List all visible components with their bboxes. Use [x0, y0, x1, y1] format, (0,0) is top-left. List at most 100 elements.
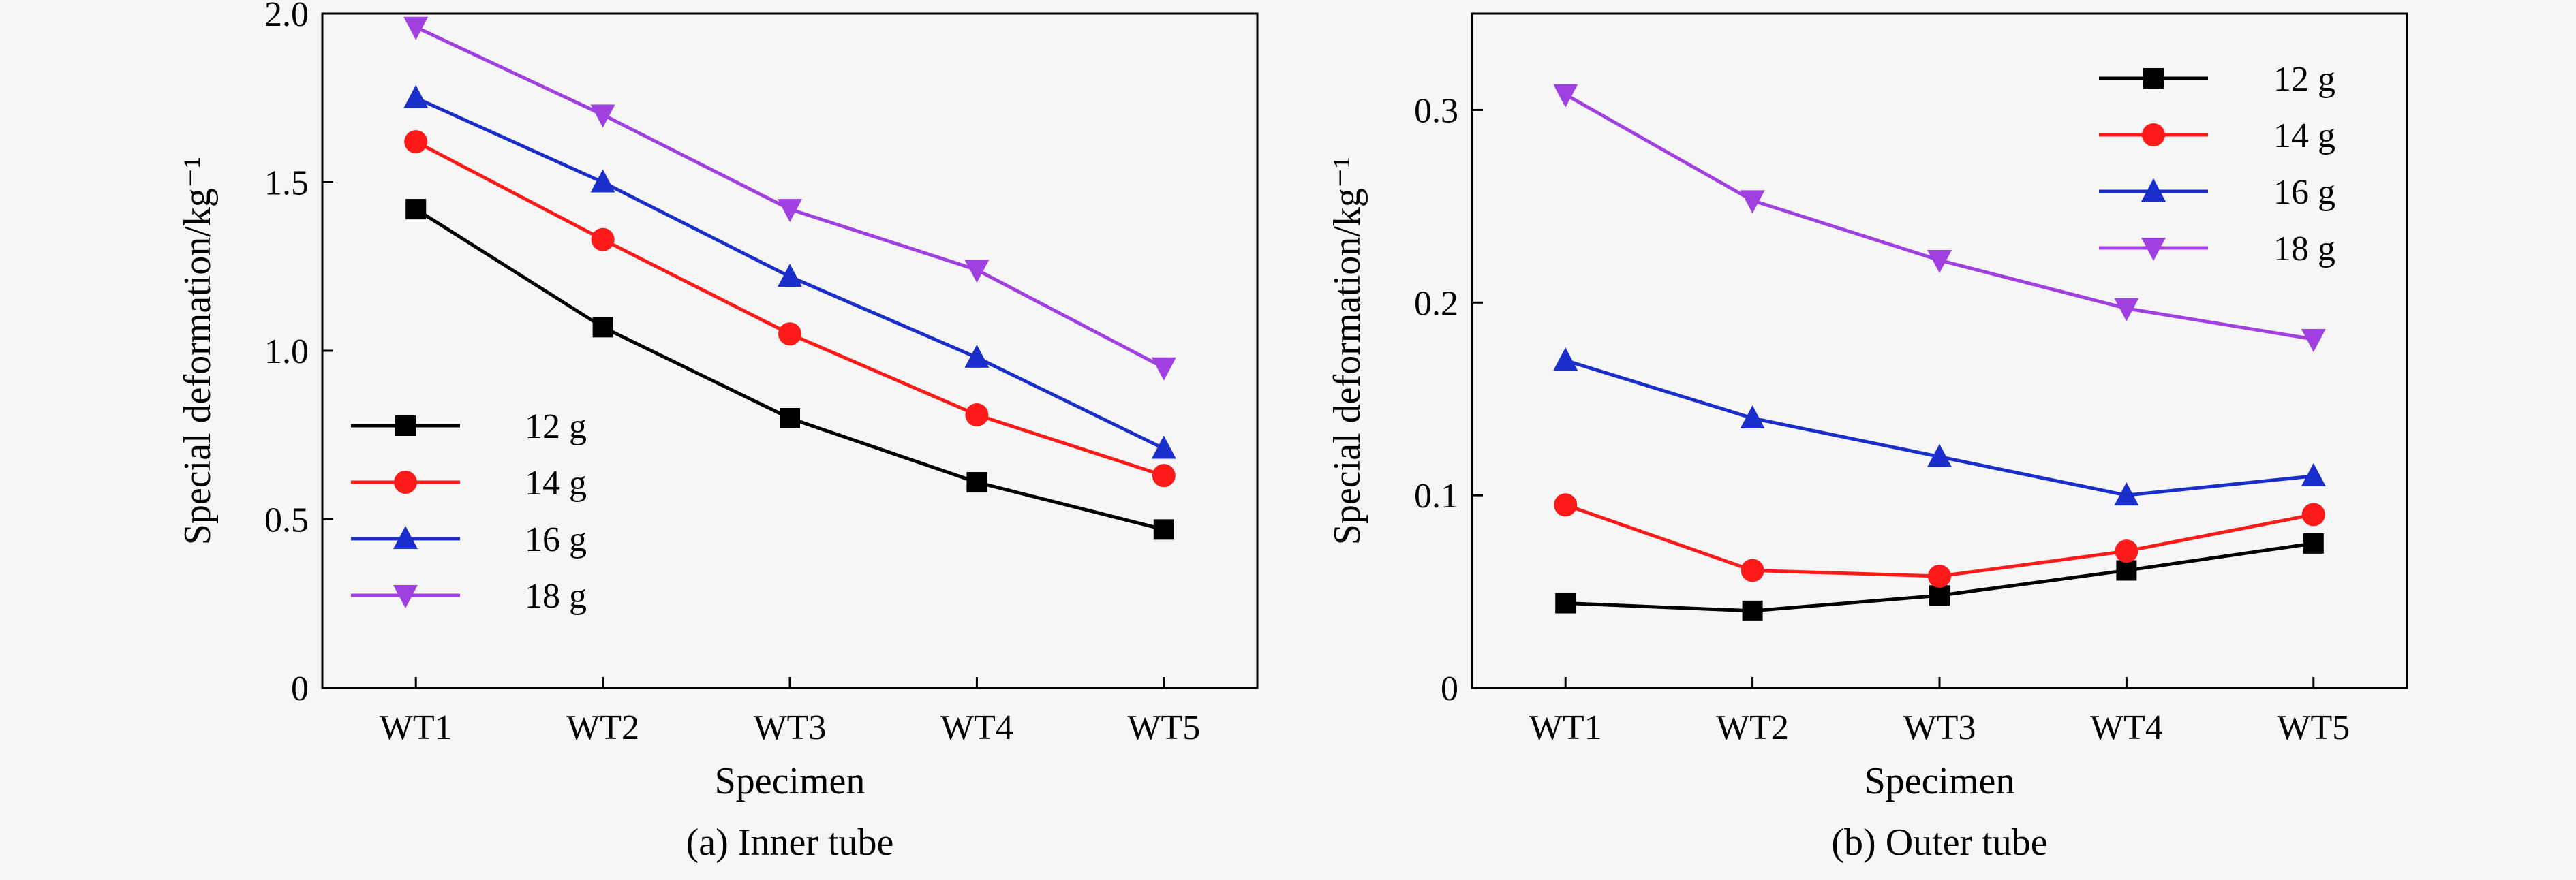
data-point	[405, 199, 427, 220]
data-point	[590, 169, 615, 193]
data-point	[403, 16, 429, 40]
panel-caption: (a) Inner tube	[686, 821, 894, 864]
series-line	[1565, 358, 2314, 497]
data-point	[592, 317, 613, 338]
data-point	[2114, 482, 2139, 506]
legend-label: 18 g	[525, 577, 587, 616]
y-axis-title: Special deformation/kg⁻¹	[1326, 157, 1368, 545]
legend-entry: 14 g	[351, 464, 587, 503]
legend-label: 14 g	[525, 464, 587, 503]
y-tick-label: 1.5	[264, 164, 309, 203]
legend-entry: 12 g	[2099, 60, 2335, 99]
data-point	[1740, 405, 1765, 428]
data-point	[1151, 435, 1176, 459]
data-point	[1741, 559, 1764, 582]
panel-0: 0 0.5 1.0 1.5 2.0 WT1 WT2 WT3 WT4 WT5 Specimen Spec…	[177, 0, 1259, 864]
x-axis-title: Specimen	[715, 760, 865, 802]
legend-marker	[394, 471, 417, 494]
data-point	[403, 84, 429, 108]
x-tick-label: WT2	[1716, 708, 1789, 747]
legend-label: 16 g	[525, 520, 587, 559]
data-point	[1927, 443, 1952, 467]
data-point	[778, 199, 802, 223]
legend-marker	[2141, 178, 2166, 202]
data-point	[965, 403, 989, 427]
y-tick-label: 0	[1441, 670, 1458, 708]
data-point	[2301, 503, 2325, 527]
y-tick-label: 1.0	[264, 332, 309, 371]
data-point	[1555, 593, 1576, 614]
series-3	[403, 16, 1176, 381]
y-tick-label: 0.2	[1414, 284, 1458, 323]
series-0	[405, 199, 1174, 540]
legend-entry: 14 g	[2099, 116, 2335, 155]
legend-marker	[2143, 68, 2164, 89]
data-point	[1928, 564, 1951, 588]
data-point	[591, 227, 615, 251]
x-tick-label: WT2	[566, 708, 639, 747]
data-point	[1554, 493, 1578, 517]
panel-caption: (b) Outer tube	[1831, 821, 2047, 864]
data-point	[780, 408, 800, 428]
data-point	[778, 264, 802, 287]
data-point	[1153, 519, 1174, 540]
series-1	[404, 130, 1176, 488]
legend-label: 12 g	[2273, 60, 2335, 99]
x-axis-title: Specimen	[1865, 760, 2015, 802]
legend-marker	[2142, 123, 2165, 146]
data-point	[1927, 250, 1952, 274]
data-point	[966, 472, 987, 493]
y-tick-label: 2.0	[264, 0, 309, 34]
data-point	[1151, 357, 1176, 381]
data-point	[2114, 298, 2139, 321]
series-line	[1564, 93, 2314, 341]
legend-entry: 12 g	[351, 407, 587, 446]
data-point	[1553, 84, 1578, 108]
x-tick-label: WT1	[1529, 708, 1602, 747]
legend-entry: 16 g	[351, 520, 587, 559]
y-axis-title: Special deformation/kg⁻¹	[177, 157, 219, 545]
plot-frame	[321, 12, 1259, 689]
data-point	[2301, 462, 2326, 486]
data-point	[1152, 464, 1176, 488]
x-tick-label: WT4	[940, 708, 1013, 747]
y-tick-label: 0.1	[1414, 477, 1458, 516]
legend-label: 16 g	[2273, 173, 2335, 212]
data-point	[778, 322, 801, 346]
data-point	[2303, 533, 2324, 554]
legend-label: 12 g	[525, 407, 587, 446]
data-point	[2115, 539, 2138, 563]
legend-entry: 18 g	[351, 577, 587, 616]
legend-marker	[2141, 238, 2166, 261]
x-tick-label: WT4	[2090, 708, 2163, 747]
series-line	[415, 25, 1165, 369]
data-point	[964, 260, 990, 283]
y-tick-label: 0.3	[1414, 91, 1458, 130]
legend-label: 14 g	[2273, 116, 2335, 155]
x-tick-label: WT5	[2277, 708, 2350, 747]
series-1	[1554, 493, 2325, 588]
series-2	[403, 84, 1176, 459]
data-point	[2301, 329, 2326, 353]
panel-1: 0 0.1 0.2 0.3 WT1 WT2 WT3 WT4 WT5 Specimen Special…	[1326, 12, 2408, 864]
legend-label: 18 g	[2273, 230, 2335, 268]
x-tick-label: WT3	[754, 708, 827, 747]
data-point	[1742, 600, 1763, 621]
legend-entry: 16 g	[2099, 173, 2335, 212]
data-point	[1929, 585, 1950, 606]
data-point	[404, 130, 428, 154]
legend-entry: 18 g	[2099, 230, 2335, 268]
data-point	[1553, 347, 1578, 371]
legend-marker	[395, 415, 416, 436]
data-point	[2116, 560, 2137, 581]
data-point	[964, 344, 990, 368]
data-point	[1740, 190, 1765, 214]
y-tick-label: 0	[291, 670, 309, 708]
data-point	[590, 104, 615, 128]
series-3	[1553, 84, 2326, 353]
y-tick-label: 0.5	[264, 501, 309, 540]
series-0	[1555, 533, 2324, 621]
x-tick-label: WT1	[380, 708, 453, 747]
